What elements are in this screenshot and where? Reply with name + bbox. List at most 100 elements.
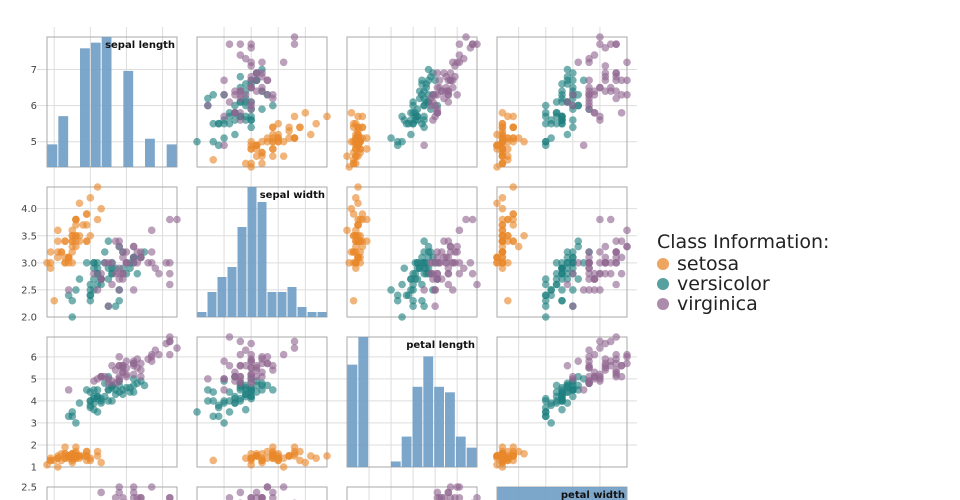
point-virginica: [585, 286, 593, 294]
point-virginica: [64, 386, 73, 394]
legend-item-setosa[interactable]: setosa: [657, 254, 829, 274]
point-virginica: [462, 33, 470, 41]
point-setosa: [509, 237, 518, 245]
point-setosa: [258, 454, 266, 462]
legend-item-versicolor[interactable]: versicolor: [657, 274, 829, 294]
point-virginica: [455, 226, 464, 235]
point-setosa: [274, 130, 283, 139]
point-versicolor: [563, 72, 572, 81]
point-virginica: [433, 69, 442, 77]
point-setosa: [358, 112, 367, 121]
point-virginica: [236, 51, 245, 59]
point-virginica: [426, 101, 435, 110]
point-setosa: [498, 152, 507, 160]
point-virginica: [100, 259, 109, 267]
point-virginica: [612, 248, 620, 256]
point-virginica: [252, 361, 261, 370]
point-virginica: [585, 269, 593, 278]
point-virginica: [433, 259, 442, 267]
point-virginica: [290, 337, 299, 346]
point-virginica: [247, 76, 255, 85]
point-setosa: [258, 137, 266, 146]
point-versicolor: [93, 408, 102, 416]
point-versicolor: [574, 386, 583, 394]
point-virginica: [431, 90, 439, 99]
point-virginica: [236, 361, 245, 370]
point-setosa: [274, 137, 283, 146]
point-setosa: [356, 231, 365, 240]
point-versicolor: [258, 105, 266, 114]
point-setosa: [86, 456, 95, 465]
point-versicolor: [86, 286, 95, 294]
point-virginica: [115, 275, 124, 283]
point-versicolor: [558, 296, 566, 305]
point-setosa: [252, 152, 261, 160]
point-setosa: [269, 123, 277, 132]
point-setosa: [498, 242, 507, 251]
point-setosa: [46, 456, 55, 465]
point-versicolor: [225, 397, 234, 405]
point-setosa: [290, 443, 299, 451]
cell-frame: [46, 36, 178, 168]
point-virginica: [444, 253, 453, 262]
point-virginica: [612, 76, 620, 85]
cell-frame: [346, 336, 478, 468]
histogram-bar: [434, 386, 444, 467]
histogram-bar: [101, 37, 112, 167]
point-setosa: [504, 231, 512, 240]
cell-frame: [46, 486, 178, 500]
legend-title: Class Information:: [657, 231, 830, 253]
point-setosa: [504, 137, 512, 146]
point-versicolor: [569, 286, 577, 294]
point-setosa: [493, 199, 501, 208]
point-virginica: [574, 357, 583, 366]
point-versicolor: [393, 296, 402, 305]
point-versicolor: [409, 98, 417, 106]
histogram-bar: [90, 42, 101, 167]
point-setosa: [263, 454, 272, 462]
point-setosa: [68, 248, 77, 256]
point-virginica: [115, 286, 124, 294]
point-setosa: [352, 152, 360, 160]
point-virginica: [93, 286, 102, 294]
point-versicolor: [569, 264, 577, 273]
point-versicolor: [209, 397, 218, 405]
point-virginica: [147, 226, 156, 235]
y-tick-label: 4: [31, 396, 37, 407]
point-virginica: [585, 264, 593, 273]
point-virginica: [612, 333, 620, 341]
point-setosa: [279, 463, 288, 471]
point-virginica: [129, 253, 138, 262]
point-versicolor: [269, 101, 277, 110]
y-tick-label: 5: [31, 137, 37, 148]
point-virginica: [444, 269, 453, 278]
point-versicolor: [72, 286, 80, 294]
point-virginica: [446, 483, 455, 491]
point-versicolor: [411, 112, 420, 121]
point-setosa: [504, 237, 512, 245]
point-virginica: [612, 280, 620, 289]
point-setosa: [312, 119, 320, 128]
point-versicolor: [569, 248, 577, 256]
point-virginica: [290, 33, 299, 41]
point-virginica: [165, 337, 174, 346]
histogram-bar: [287, 287, 297, 317]
histogram-bar: [317, 312, 327, 317]
point-virginica: [236, 350, 245, 359]
point-setosa: [498, 226, 507, 235]
point-setosa: [354, 127, 362, 135]
point-virginica: [601, 253, 610, 262]
point-virginica: [231, 90, 239, 99]
point-versicolor: [563, 383, 572, 392]
point-virginica: [585, 379, 593, 388]
point-virginica: [247, 58, 255, 67]
legend-item-virginica[interactable]: virginica: [657, 294, 829, 314]
point-versicolor: [563, 269, 572, 278]
point-versicolor: [214, 141, 223, 150]
point-versicolor: [418, 80, 426, 88]
point-virginica: [585, 105, 593, 114]
point-setosa: [498, 221, 507, 229]
point-versicolor: [93, 394, 102, 403]
point-versicolor: [231, 116, 239, 124]
